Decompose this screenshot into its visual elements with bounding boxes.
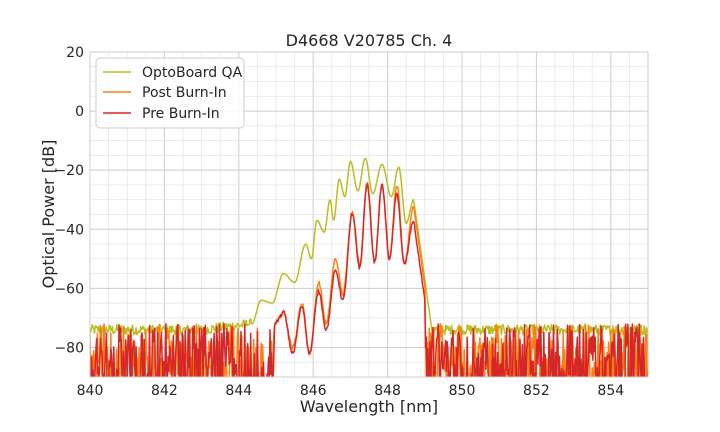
x-tick-label: 840 (77, 383, 104, 399)
x-tick-label: 842 (151, 383, 178, 399)
series-pre-burn-in (90, 183, 648, 377)
x-tick-label: 854 (597, 383, 624, 399)
legend: OptoBoard QA Post Burn-In Pre Burn-In (95, 57, 245, 129)
legend-label-optoboard-qa: OptoBoard QA (142, 65, 243, 81)
legend-box (95, 57, 245, 129)
series-layer (90, 157, 648, 377)
x-tick-label: 850 (449, 383, 476, 399)
x-tick-label: 848 (374, 383, 401, 399)
y-axis-label: Optical Power [dB] (39, 140, 58, 289)
plot-frame (89, 51, 649, 378)
y-tick-label: 20 (66, 45, 84, 61)
y-tick-label: −60 (54, 281, 84, 297)
x-tick-label: 852 (523, 383, 550, 399)
x-tick-label: 844 (225, 383, 252, 399)
x-axis-label: Wavelength [nm] (300, 397, 438, 416)
series-optoboard-qa (90, 157, 648, 336)
tick-labels: 840 842 844 846 848 850 852 854 20 0 −20 −40 −60 −80 (54, 45, 624, 399)
legend-label-post-burn-in: Post Burn-In (142, 85, 227, 101)
x-tick-label: 846 (300, 383, 327, 399)
y-tick-label: −40 (54, 222, 84, 238)
chart-title: D4668 V20785 Ch. 4 (286, 31, 453, 50)
y-tick-label: −80 (54, 340, 84, 356)
y-tick-label: −20 (54, 163, 84, 179)
y-tick-label: 0 (75, 104, 84, 120)
legend-label-pre-burn-in: Pre Burn-In (142, 106, 220, 122)
